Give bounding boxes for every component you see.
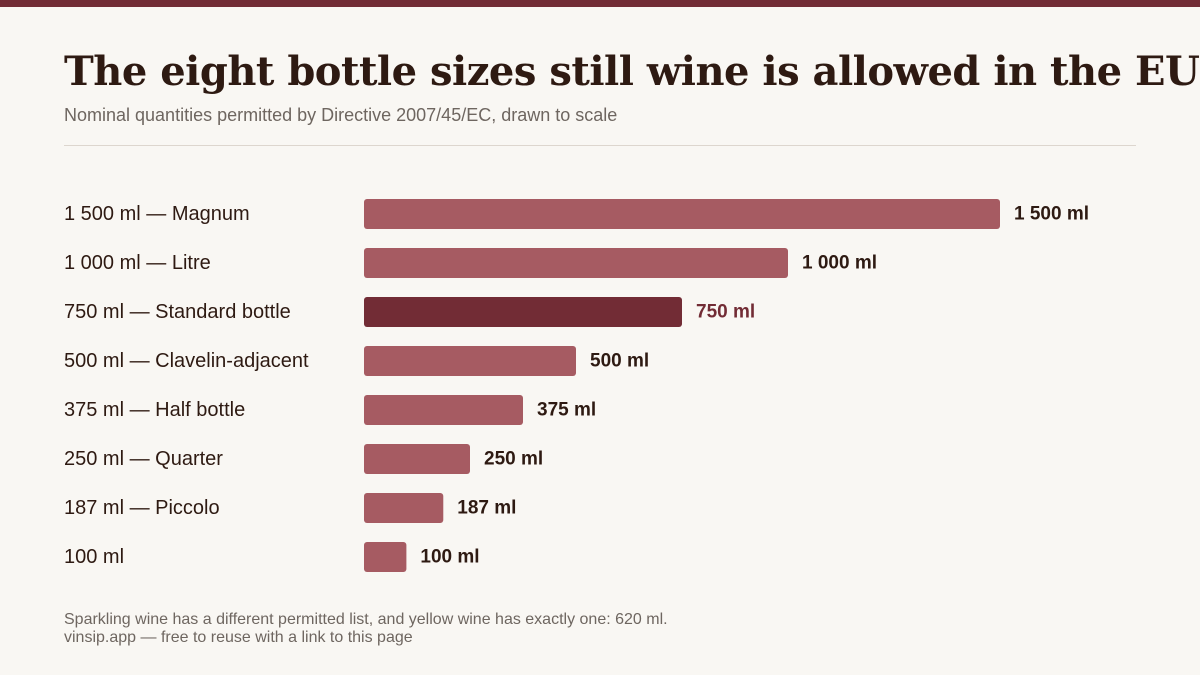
value-label: 375 ml bbox=[537, 400, 596, 421]
bar bbox=[364, 493, 444, 523]
bar-row: 1 000 ml — Litre 1 000 ml bbox=[64, 248, 877, 278]
bar bbox=[364, 395, 523, 425]
value-label: 187 ml bbox=[457, 498, 516, 519]
value-label: 250 ml bbox=[484, 449, 543, 470]
chart-subtitle: Nominal quantities permitted by Directiv… bbox=[64, 105, 618, 125]
category-label: 1 500 ml — Magnum bbox=[64, 203, 250, 225]
value-label: 750 ml bbox=[696, 302, 755, 323]
category-label: 250 ml — Quarter bbox=[64, 448, 223, 470]
chart-title: The eight bottle sizes still wine is all… bbox=[64, 48, 1200, 95]
header-divider bbox=[64, 145, 1136, 146]
bar bbox=[364, 199, 1000, 229]
value-label: 500 ml bbox=[590, 351, 649, 372]
footnote: Sparkling wine has a different permitted… bbox=[64, 611, 668, 628]
bar bbox=[364, 444, 470, 474]
bar-row: 100 ml 100 ml bbox=[64, 542, 480, 572]
bar-row: 1 500 ml — Magnum 1 500 ml bbox=[64, 199, 1089, 229]
bar-highlighted bbox=[364, 297, 682, 327]
bar bbox=[364, 346, 576, 376]
bar-row: 500 ml — Clavelin-adjacent 500 ml bbox=[64, 346, 649, 376]
bar bbox=[364, 248, 788, 278]
bar-row: 750 ml — Standard bottle 750 ml bbox=[64, 297, 755, 327]
top-accent-bar bbox=[0, 0, 1200, 7]
value-label: 100 ml bbox=[420, 547, 479, 568]
bar bbox=[364, 542, 407, 572]
credit-line: vinsip.app — free to reuse with a link t… bbox=[64, 629, 413, 646]
value-label: 1 000 ml bbox=[802, 253, 877, 274]
bar-row: 250 ml — Quarter 250 ml bbox=[64, 444, 543, 474]
category-label: 187 ml — Piccolo bbox=[64, 497, 220, 519]
bar-row: 375 ml — Half bottle 375 ml bbox=[64, 395, 596, 425]
bar-chart: 1 500 ml — Magnum 1 500 ml 1 000 ml — Litr… bbox=[64, 199, 1089, 572]
value-label: 1 500 ml bbox=[1014, 204, 1089, 225]
category-label: 750 ml — Standard bottle bbox=[64, 301, 291, 323]
category-label: 100 ml bbox=[64, 546, 124, 568]
category-label: 1 000 ml — Litre bbox=[64, 252, 211, 274]
category-label: 375 ml — Half bottle bbox=[64, 399, 245, 421]
bar-row: 187 ml — Piccolo 187 ml bbox=[64, 493, 516, 523]
category-label: 500 ml — Clavelin-adjacent bbox=[64, 350, 309, 372]
